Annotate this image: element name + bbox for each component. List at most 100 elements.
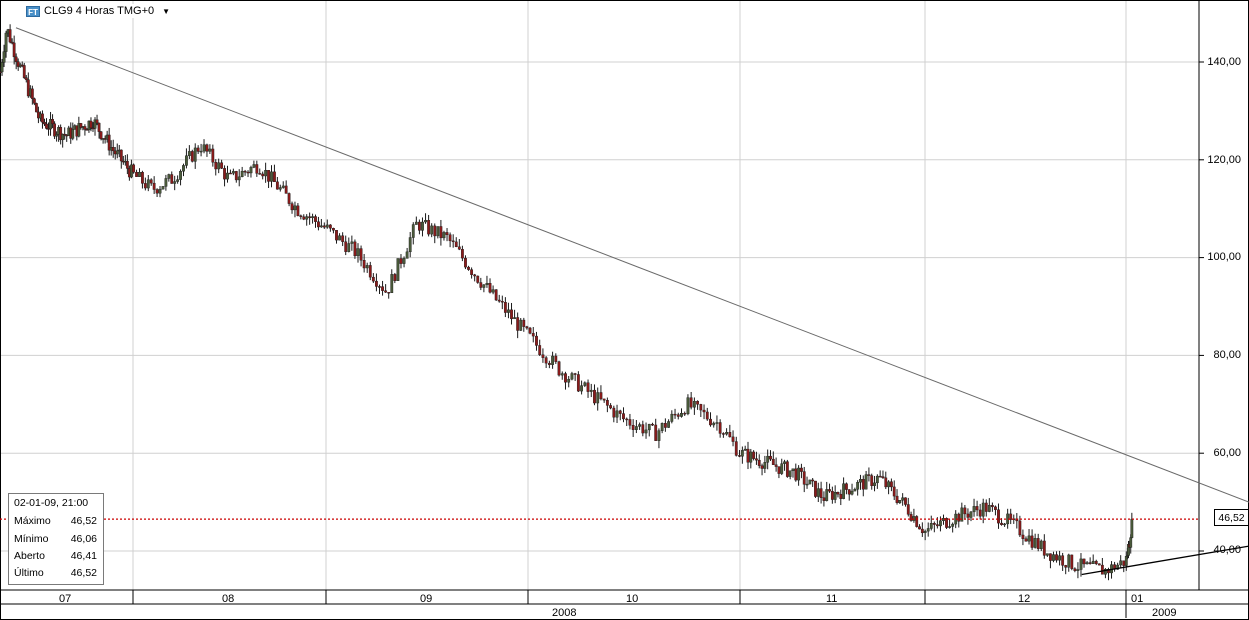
y-tick-label: 60,00 [1213, 447, 1241, 459]
candle-body [570, 373, 574, 380]
candle-body [1097, 563, 1101, 566]
candle-body [673, 413, 677, 416]
candle-body [1079, 558, 1083, 570]
candle-body [816, 488, 820, 497]
candle-body [544, 357, 548, 364]
candle-body [264, 170, 268, 177]
info-value: 46,52 [70, 515, 97, 527]
candle-body [833, 492, 837, 500]
candle-body [405, 251, 409, 259]
x-month-label: 10 [626, 593, 639, 605]
candle-body [528, 327, 532, 334]
candle-body [667, 421, 670, 428]
candle-body [1039, 540, 1043, 549]
candle-body [615, 410, 619, 418]
candle-body [867, 474, 871, 476]
candle-body [503, 302, 507, 313]
candle-body [445, 232, 449, 235]
candle-body [125, 160, 129, 169]
candle-body [287, 193, 291, 204]
info-label: Último [14, 567, 44, 579]
info-datetime: 02-01-09, 21:00 [14, 497, 89, 509]
candle-body [12, 42, 16, 58]
candle-body [960, 507, 964, 522]
candle-body [252, 164, 256, 168]
candle-body [757, 459, 761, 466]
candle-body [119, 149, 123, 162]
candle-body [811, 479, 815, 482]
candle-body [984, 502, 988, 512]
candle-body [0, 71, 2, 73]
candle-body [547, 362, 551, 365]
x-month-label: 12 [1018, 593, 1031, 605]
candle-body [34, 103, 38, 113]
candle-body [296, 205, 300, 216]
candle-body [143, 183, 147, 189]
candle-body [625, 418, 629, 421]
candle-body [774, 464, 778, 467]
candle-body [22, 65, 26, 78]
candle-body [202, 144, 206, 152]
candle-body [220, 162, 224, 169]
candle-body [926, 528, 930, 532]
candle-body [115, 150, 119, 155]
candle-body [193, 147, 197, 162]
candle-body [325, 224, 329, 228]
candle-body [663, 423, 667, 428]
candle-body [1107, 569, 1110, 574]
candle-body [132, 164, 136, 173]
candle-body [270, 171, 273, 182]
candle-body [1024, 538, 1028, 542]
candle-body [1055, 554, 1058, 561]
candle-body [258, 173, 262, 175]
candle-body [338, 235, 341, 241]
candle-body [1067, 554, 1071, 568]
symbol-title: CLG9 4 Horas TMG+0 [44, 5, 155, 17]
candle-body [196, 147, 200, 152]
candle-body [418, 221, 421, 231]
candle-body [670, 413, 674, 422]
candle-body [378, 286, 381, 288]
candle-body [234, 171, 238, 181]
candle-body [738, 455, 741, 457]
candle-body [746, 448, 750, 463]
ohlc-info-panel: 02-01-09, 21:00 Máximo 46,52 Mínimo 46,0… [8, 493, 104, 585]
candle-body [464, 257, 467, 268]
candle-body [948, 526, 952, 528]
candle-body [261, 173, 265, 177]
candle-body [135, 171, 138, 177]
candle-body [797, 467, 801, 481]
candle-body [53, 123, 56, 137]
candle-body [322, 225, 326, 228]
candle-body [605, 399, 609, 406]
candle-body [190, 151, 194, 162]
chart-title-bar[interactable]: FT CLG9 4 Horas TMG+0 ▼ [26, 4, 175, 18]
y-tick-label: 100,00 [1207, 251, 1241, 263]
candle-body [1021, 534, 1025, 539]
candle-body [1000, 522, 1003, 525]
candle-body [915, 516, 919, 527]
candle-body [560, 373, 564, 376]
chevron-down-icon[interactable]: ▼ [162, 6, 171, 16]
candle-body [676, 414, 680, 417]
candle-body [79, 123, 83, 128]
candle-body [628, 419, 632, 426]
candle-body [538, 345, 542, 355]
candle-body [887, 481, 890, 488]
candle-body [788, 470, 792, 477]
candle-body [185, 155, 188, 166]
candle-body [149, 179, 153, 184]
candle-body [32, 98, 36, 104]
candle-body [353, 241, 357, 257]
candle-body [311, 216, 314, 219]
candle-body [375, 280, 378, 287]
candle-body [344, 241, 348, 252]
candle-body [749, 451, 753, 463]
candle-body [319, 225, 323, 228]
info-row-min: Mínimo 46,06 [14, 533, 97, 545]
candle-body [644, 429, 648, 434]
candle-body [176, 179, 180, 182]
candle-body [978, 509, 982, 517]
candle-body [957, 513, 961, 522]
